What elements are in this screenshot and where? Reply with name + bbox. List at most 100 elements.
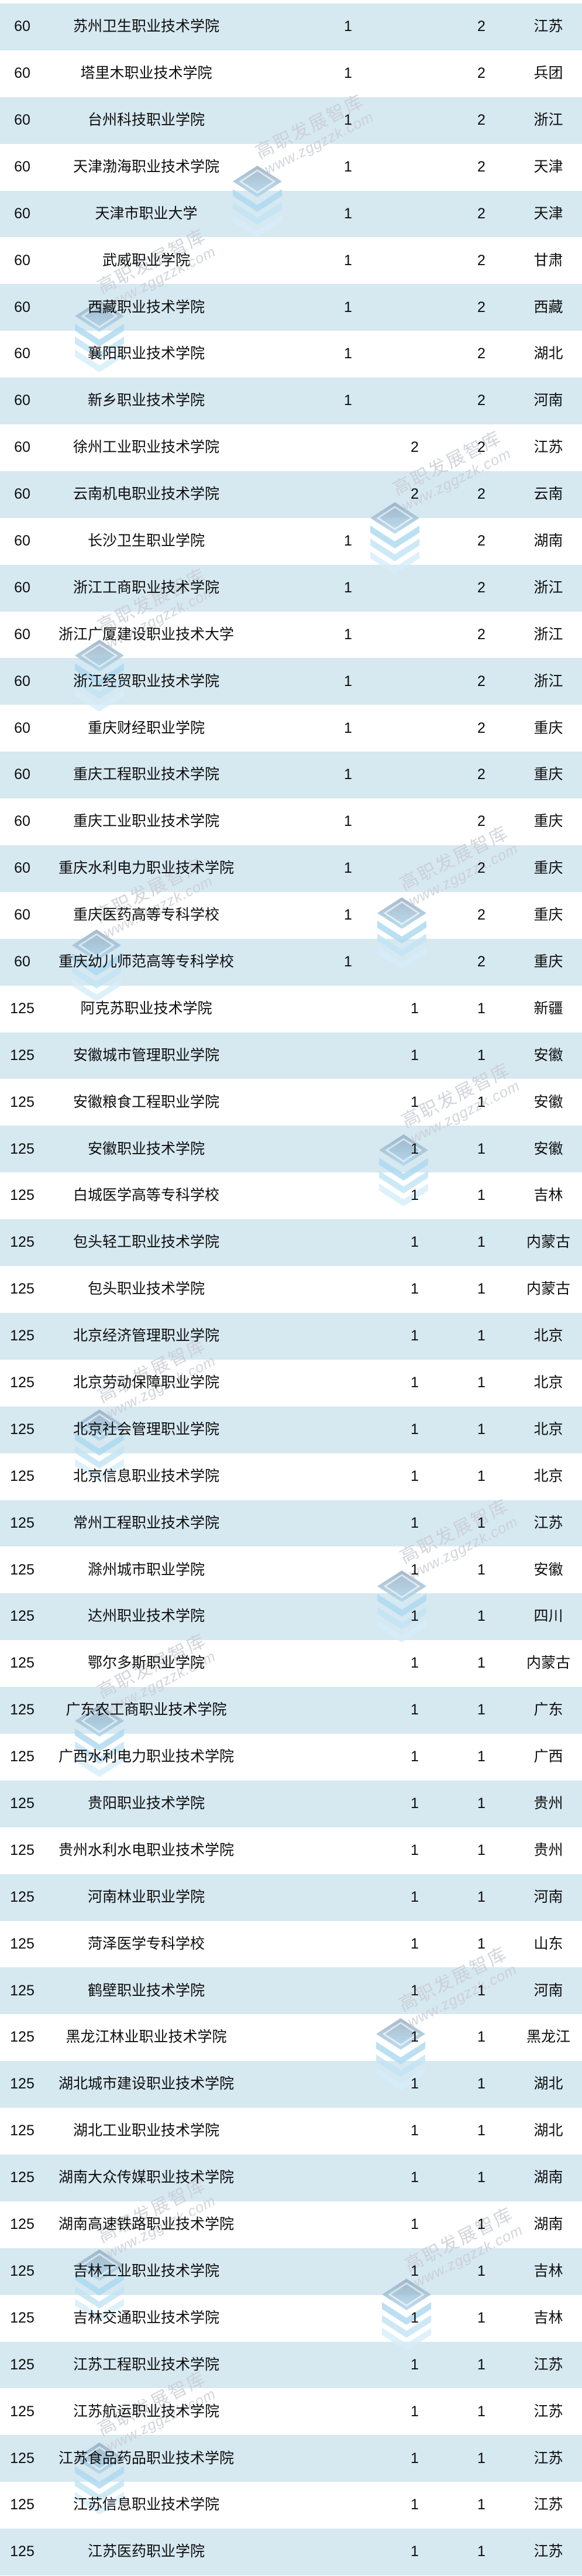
rank-cell: 60 — [14, 65, 30, 82]
rank-cell: 60 — [14, 673, 30, 690]
value2-cell: 1 — [411, 1328, 419, 1344]
value3-cell: 1 — [477, 1234, 485, 1251]
table-row: 60 新乡职业技术学院 1 2 河南 — [0, 378, 582, 425]
rank-cell: 125 — [10, 1234, 35, 1251]
province-cell: 重庆 — [533, 766, 563, 783]
school-name-cell: 安徽城市管理职业学院 — [73, 1047, 219, 1064]
value3-cell: 1 — [477, 1328, 485, 1344]
province-cell: 重庆 — [533, 813, 563, 830]
value2-cell: 1 — [411, 2122, 419, 2139]
rank-cell: 60 — [14, 252, 30, 269]
rank-cell: 125 — [10, 1795, 35, 1812]
rank-cell: 125 — [10, 1281, 35, 1298]
value3-cell: 2 — [477, 65, 485, 82]
school-name-cell: 北京劳动保障职业学院 — [73, 1374, 219, 1391]
rank-cell: 125 — [10, 1561, 35, 1578]
province-cell: 北京 — [533, 1328, 563, 1344]
value3-cell: 1 — [477, 2076, 485, 2093]
province-cell: 重庆 — [533, 953, 563, 970]
value3-cell: 2 — [477, 719, 485, 736]
table-row: 60 浙江广厦建设职业技术大学 1 2 浙江 — [0, 611, 582, 658]
value2-cell: 1 — [411, 1841, 419, 1858]
table-row: 125 白城医学高等专科学校 1 1 吉林 — [0, 1172, 582, 1220]
province-cell: 北京 — [533, 1374, 563, 1391]
table-row: 60 重庆幼儿师范高等专科学校 1 2 重庆 — [0, 938, 582, 986]
rank-cell: 60 — [14, 18, 30, 35]
school-name-cell: 云南机电职业技术学院 — [73, 486, 219, 503]
province-cell: 广西 — [533, 1748, 563, 1765]
province-cell: 重庆 — [533, 860, 563, 877]
value3-cell: 2 — [477, 205, 485, 222]
value3-cell: 1 — [477, 1608, 485, 1625]
province-cell: 内蒙古 — [526, 1281, 570, 1298]
province-cell: 北京 — [533, 1467, 563, 1484]
school-name-cell: 达州职业技术学院 — [87, 1608, 205, 1625]
rank-cell: 60 — [14, 813, 30, 830]
rank-cell: 60 — [14, 719, 30, 736]
school-name-cell: 黑龙江林业职业技术学院 — [66, 2029, 227, 2046]
value3-cell: 1 — [477, 2450, 485, 2467]
school-name-cell: 长沙卫生职业学院 — [87, 532, 205, 549]
rank-cell: 125 — [10, 2122, 35, 2139]
value3-cell: 2 — [477, 158, 485, 175]
table-row: 60 重庆工业职业技术学院 1 2 重庆 — [0, 798, 582, 846]
value3-cell: 1 — [477, 1093, 485, 1110]
value3-cell: 1 — [477, 1187, 485, 1204]
value3-cell: 2 — [477, 345, 485, 362]
table-row: 125 包头职业技术学院 1 1 内蒙古 — [0, 1266, 582, 1313]
value3-cell: 1 — [477, 1655, 485, 1672]
province-cell: 西藏 — [533, 299, 563, 315]
school-name-cell: 湖南高速铁路职业技术学院 — [58, 2216, 234, 2233]
province-cell: 广东 — [533, 1702, 563, 1719]
value3-cell: 1 — [477, 1514, 485, 1531]
table-row: 125 鹤壁职业技术学院 1 1 河南 — [0, 1967, 582, 2015]
school-name-cell: 安徽粮食工程职业学院 — [73, 1093, 219, 1110]
school-name-cell: 浙江广厦建设职业技术大学 — [58, 626, 234, 643]
table-row: 60 重庆工程职业技术学院 1 2 重庆 — [0, 752, 582, 799]
table-row: 60 天津渤海职业技术学院 1 2 天津 — [0, 143, 582, 191]
province-cell: 江苏 — [533, 2356, 563, 2373]
rank-cell: 125 — [10, 2403, 35, 2420]
value2-cell: 1 — [411, 2169, 419, 2186]
table-row: 125 贵阳职业技术学院 1 1 贵州 — [0, 1780, 582, 1827]
value1-cell: 1 — [344, 626, 352, 643]
value3-cell: 1 — [477, 1421, 485, 1438]
ranking-table: 60 苏州卫生职业技术学院 1 2 江苏 60 塔里木职业技术学院 1 2 兵团… — [0, 4, 582, 2575]
table-row: 60 襄阳职业技术学院 1 2 湖北 — [0, 331, 582, 378]
value2-cell: 1 — [411, 2262, 419, 2279]
school-name-cell: 滁州城市职业学院 — [87, 1561, 205, 1578]
province-cell: 河南 — [533, 1982, 563, 1999]
value2-cell: 1 — [411, 1000, 419, 1017]
school-name-cell: 常州工程职业技术学院 — [73, 1514, 219, 1531]
table-row: 60 浙江经贸职业技术学院 1 2 浙江 — [0, 658, 582, 705]
school-name-cell: 江苏医药职业学院 — [87, 2543, 205, 2560]
province-cell: 天津 — [533, 205, 563, 222]
province-cell: 湖南 — [533, 2169, 563, 2186]
rank-cell: 125 — [10, 1888, 35, 1905]
province-cell: 浙江 — [533, 626, 563, 643]
school-name-cell: 包头职业技术学院 — [87, 1281, 205, 1298]
rank-cell: 125 — [10, 1421, 35, 1438]
province-cell: 河南 — [533, 392, 563, 409]
school-name-cell: 重庆医药高等专科学校 — [73, 907, 219, 924]
school-name-cell: 江苏信息职业技术学院 — [73, 2496, 219, 2513]
rank-cell: 125 — [10, 2496, 35, 2513]
school-name-cell: 鹤壁职业技术学院 — [87, 1982, 205, 1999]
value1-cell: 1 — [344, 392, 352, 409]
province-cell: 湖南 — [533, 2216, 563, 2233]
value3-cell: 2 — [477, 813, 485, 830]
province-cell: 江苏 — [533, 2450, 563, 2467]
province-cell: 江苏 — [533, 2496, 563, 2513]
value2-cell: 1 — [411, 1234, 419, 1251]
value3-cell: 1 — [477, 1561, 485, 1578]
school-name-cell: 阿克苏职业技术学院 — [80, 1000, 212, 1017]
value1-cell: 1 — [344, 719, 352, 736]
province-cell: 湖南 — [533, 532, 563, 549]
value3-cell: 1 — [477, 1748, 485, 1765]
school-name-cell: 新乡职业技术学院 — [87, 392, 205, 409]
value3-cell: 1 — [477, 2543, 485, 2560]
province-cell: 湖北 — [533, 345, 563, 362]
province-cell: 四川 — [533, 1608, 563, 1625]
value3-cell: 2 — [477, 392, 485, 409]
rank-cell: 125 — [10, 1982, 35, 1999]
